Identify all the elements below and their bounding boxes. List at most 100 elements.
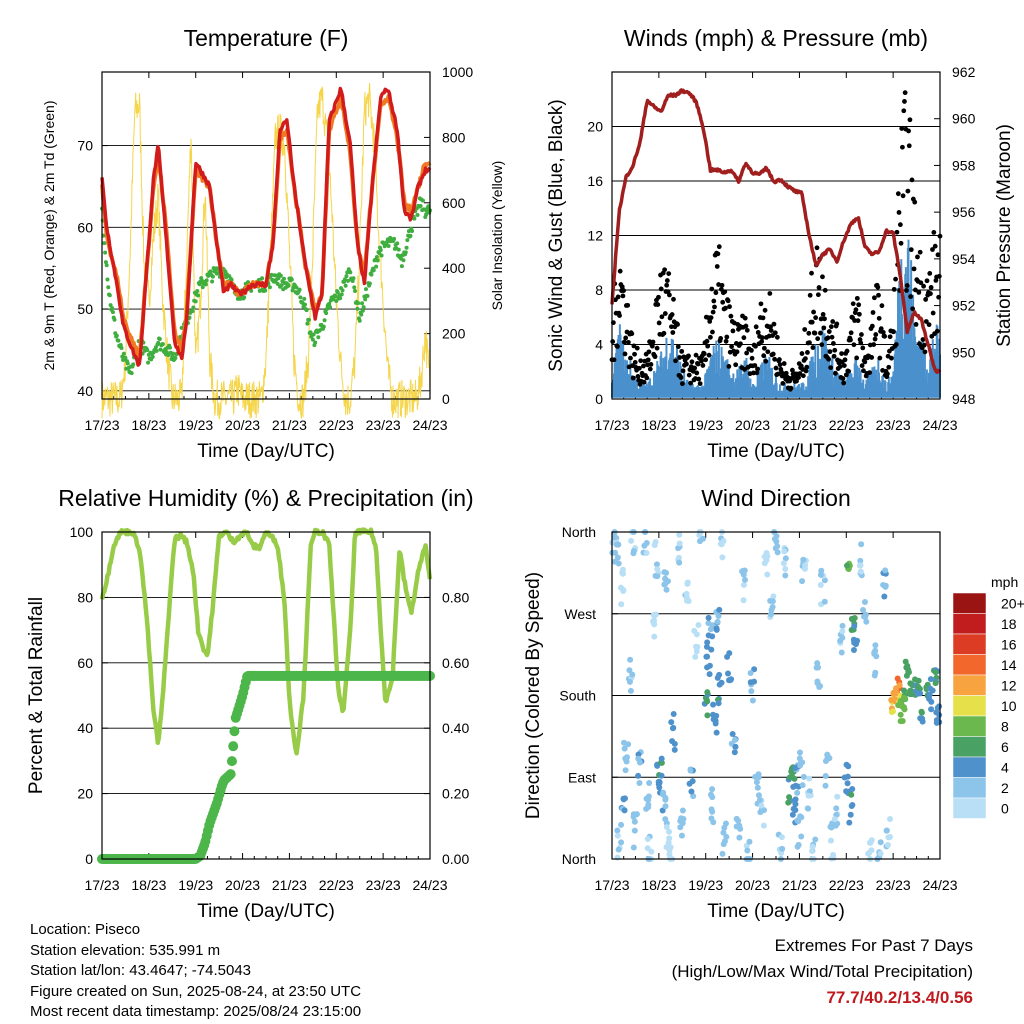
series-dewpoint-point — [210, 274, 215, 279]
series-dewpoint-point — [303, 302, 308, 307]
direction-point — [619, 566, 626, 573]
series-gust-point — [931, 230, 937, 235]
series-gust-point — [891, 286, 897, 292]
series-gust-point — [755, 366, 760, 372]
direction-point — [732, 736, 739, 743]
y-tick-label-left: 80 — [77, 589, 93, 605]
series-dewpoint-point — [156, 340, 161, 345]
series-gust-point — [788, 385, 794, 391]
series-gust-point — [773, 365, 779, 371]
series-gust-point — [761, 345, 767, 351]
direction-point — [733, 823, 740, 830]
x-tick-label: 22/23 — [829, 877, 864, 893]
x-tick-label: 22/23 — [829, 417, 864, 433]
direction-point — [905, 669, 912, 676]
direction-point — [658, 755, 665, 762]
series-gust-point — [765, 349, 771, 355]
direction-point — [868, 837, 875, 844]
series-dewpoint-point — [204, 278, 209, 283]
direction-point — [631, 827, 638, 834]
series-gust-point — [688, 380, 693, 386]
series-gust-point — [655, 302, 661, 307]
series-gust-point — [711, 298, 717, 304]
direction-point — [719, 554, 726, 561]
direction-point — [800, 773, 807, 780]
series-gust-point — [675, 322, 680, 327]
series-dewpoint-point — [369, 272, 374, 277]
station-info: Location: Piseco Station elevation: 535.… — [30, 920, 361, 1023]
series-gust-point — [809, 270, 814, 276]
direction-point — [690, 793, 697, 800]
series-gust-point — [733, 362, 739, 368]
series-gust-point — [716, 244, 722, 250]
series-gust-point — [689, 359, 695, 365]
legend-label: 20+ — [1001, 595, 1024, 611]
direction-point — [658, 759, 665, 766]
humidity-xlabel: Time (Day/UTC) — [197, 901, 335, 922]
direction-point — [782, 565, 789, 572]
series-gust-point — [913, 322, 919, 327]
series-gust-point — [753, 324, 759, 330]
direction-ylabel-left: Direction (Colored By Speed) — [523, 572, 544, 819]
series-gust-point — [902, 99, 907, 104]
series-gust-point — [809, 319, 815, 325]
direction-point — [814, 680, 821, 687]
series-gust-point — [634, 345, 640, 351]
series-gust-point — [615, 294, 621, 300]
direction-point — [664, 578, 671, 585]
direction-point — [771, 535, 778, 542]
series-gust-point — [641, 379, 647, 385]
series-gust-point — [859, 363, 865, 369]
direction-point — [611, 534, 618, 541]
direction-point — [844, 780, 851, 787]
series-gust-point — [893, 276, 898, 282]
direction-point — [643, 795, 650, 802]
series-gust-point — [832, 347, 838, 353]
series-dewpoint-point — [107, 293, 112, 298]
direction-point — [833, 805, 840, 812]
series-gust-point — [684, 361, 689, 367]
direction-point — [651, 621, 658, 628]
direction-point — [733, 815, 740, 822]
series-dewpoint-point — [424, 212, 429, 217]
direction-point — [671, 746, 678, 753]
series-gust-point — [730, 328, 736, 334]
series-gust-point — [875, 284, 881, 290]
direction-point — [741, 576, 748, 583]
y-tick-label-left: 40 — [77, 383, 93, 399]
legend-label: 12 — [1001, 677, 1017, 693]
y-tick-label-left: 0 — [595, 391, 603, 407]
series-gust-point — [774, 334, 780, 340]
direction-point — [754, 784, 761, 791]
legend-swatch — [952, 715, 987, 737]
direction-point — [732, 743, 739, 750]
series-gust-point — [710, 329, 715, 335]
series-dewpoint-point — [316, 335, 321, 340]
direction-point — [670, 710, 677, 717]
series-gust-point — [761, 353, 767, 359]
x-tick-label: 20/23 — [735, 877, 770, 893]
series-gust-point — [872, 336, 878, 342]
series-gust-point — [723, 338, 729, 344]
direction-point — [822, 782, 829, 789]
y-tick-label-left: East — [568, 769, 596, 785]
direction-point — [794, 817, 801, 824]
y-tick-label-right: 0.00 — [442, 851, 469, 867]
direction-point — [932, 669, 939, 676]
series-gust-point — [753, 343, 758, 349]
direction-point — [618, 839, 625, 846]
x-tick-label: 19/23 — [688, 417, 723, 433]
direction-point — [736, 834, 743, 841]
direction-point — [652, 612, 659, 619]
direction-point — [636, 780, 643, 787]
series-dewpoint-point — [343, 283, 348, 288]
direction-point — [635, 772, 642, 779]
series-dewpoint-point — [352, 285, 357, 290]
series-dewpoint-point — [281, 276, 286, 281]
series-gust-point — [671, 296, 676, 302]
x-tick-label: 18/23 — [131, 877, 166, 893]
series-gust-point — [630, 375, 636, 381]
series-dewpoint-point — [357, 318, 362, 323]
direction-point — [645, 804, 652, 811]
series-gust-point — [806, 330, 812, 336]
